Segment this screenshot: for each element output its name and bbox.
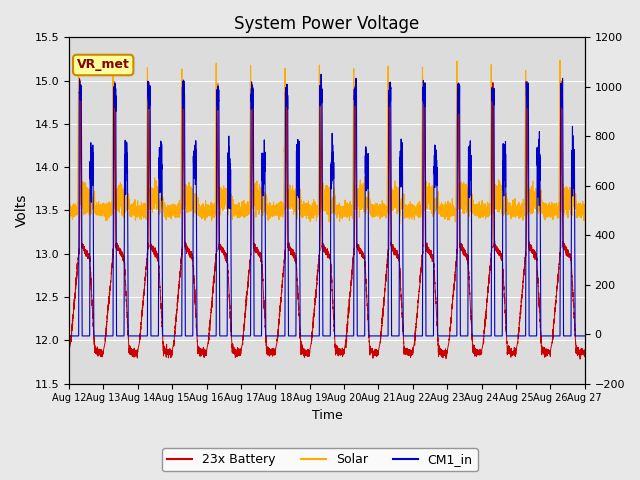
Legend: 23x Battery, Solar, CM1_in: 23x Battery, Solar, CM1_in (163, 448, 477, 471)
X-axis label: Time: Time (312, 409, 342, 422)
Title: System Power Voltage: System Power Voltage (234, 15, 420, 33)
Y-axis label: Volts: Volts (15, 194, 29, 227)
Text: VR_met: VR_met (77, 59, 130, 72)
